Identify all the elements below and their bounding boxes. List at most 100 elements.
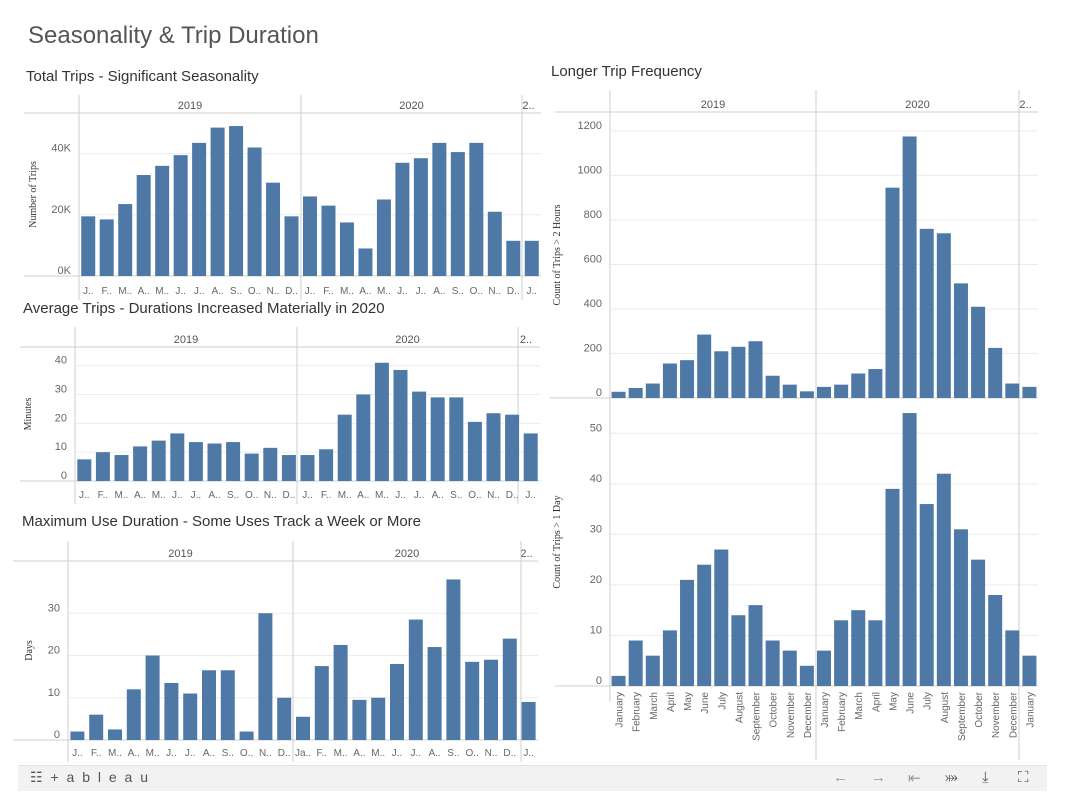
bar[interactable] xyxy=(885,488,900,686)
bar[interactable] xyxy=(145,655,160,741)
bar[interactable] xyxy=(645,383,660,398)
download-icon[interactable]: ⤓ xyxy=(982,769,989,786)
bar[interactable] xyxy=(108,729,122,740)
bar[interactable] xyxy=(408,619,423,740)
fullscreen-icon[interactable]: ⛶ xyxy=(1018,769,1029,786)
bar[interactable] xyxy=(953,283,968,398)
bar[interactable] xyxy=(902,136,917,398)
bar[interactable] xyxy=(358,248,373,276)
bar[interactable] xyxy=(971,559,986,686)
bar[interactable] xyxy=(465,661,480,740)
bar[interactable] xyxy=(486,413,501,481)
tableau-logo[interactable]: ☷ + a b l e a u xyxy=(30,769,150,786)
bar[interactable] xyxy=(393,369,408,481)
bar[interactable] xyxy=(450,152,465,276)
bar[interactable] xyxy=(412,391,427,481)
bar[interactable] xyxy=(714,549,729,686)
bar[interactable] xyxy=(505,414,520,481)
bar[interactable] xyxy=(170,433,185,481)
bar[interactable] xyxy=(126,689,141,740)
bar[interactable] xyxy=(506,240,521,276)
bar[interactable] xyxy=(277,697,292,740)
bar[interactable] xyxy=(207,443,222,481)
bar[interactable] xyxy=(151,440,166,481)
bar[interactable] xyxy=(296,716,310,740)
bar[interactable] xyxy=(70,731,85,740)
bar[interactable] xyxy=(628,387,643,398)
bar[interactable] xyxy=(413,158,428,276)
bar[interactable] xyxy=(81,216,96,276)
bar[interactable] xyxy=(731,346,746,398)
bar[interactable] xyxy=(919,228,934,398)
bar[interactable] xyxy=(611,675,626,686)
bar[interactable] xyxy=(314,666,329,740)
bar[interactable] xyxy=(765,640,780,686)
bar[interactable] xyxy=(662,630,677,686)
bar[interactable] xyxy=(851,373,866,398)
bar[interactable] xyxy=(432,142,447,276)
bar[interactable] xyxy=(319,449,334,481)
bar[interactable] xyxy=(247,147,262,276)
bar[interactable] xyxy=(446,579,461,740)
bar[interactable] xyxy=(988,595,1003,686)
bar[interactable] xyxy=(333,644,348,740)
bar[interactable] xyxy=(817,386,831,398)
bar[interactable] xyxy=(484,659,498,740)
bar[interactable] xyxy=(376,199,391,277)
bar[interactable] xyxy=(173,155,188,276)
bar[interactable] xyxy=(339,222,354,276)
bar[interactable] xyxy=(817,650,831,686)
bar[interactable] xyxy=(136,175,151,276)
bar[interactable] xyxy=(662,363,677,399)
bar[interactable] xyxy=(427,647,442,740)
bar[interactable] xyxy=(834,384,849,398)
bar[interactable] xyxy=(782,650,797,686)
bar[interactable] xyxy=(919,504,934,686)
bar[interactable] xyxy=(202,670,216,740)
bar[interactable] xyxy=(229,126,244,276)
bar[interactable] xyxy=(1005,383,1020,398)
bar[interactable] xyxy=(374,362,389,481)
bar[interactable] xyxy=(258,613,273,740)
bar[interactable] xyxy=(834,620,849,686)
bar[interactable] xyxy=(469,142,484,276)
redo-icon[interactable]: → xyxy=(871,769,886,786)
bar[interactable] xyxy=(89,714,104,740)
revert-icon[interactable]: ⇤ xyxy=(908,770,921,787)
bar[interactable] xyxy=(118,204,133,276)
bar[interactable] xyxy=(714,351,729,398)
bar[interactable] xyxy=(988,347,1003,398)
bar[interactable] xyxy=(799,391,814,398)
bar[interactable] xyxy=(371,697,386,740)
bar[interactable] xyxy=(430,397,445,481)
bar[interactable] xyxy=(281,455,296,481)
bar[interactable] xyxy=(902,413,917,686)
bar[interactable] xyxy=(395,162,410,276)
bar[interactable] xyxy=(467,421,482,481)
bar[interactable] xyxy=(971,306,986,398)
bar[interactable] xyxy=(337,414,352,481)
bar[interactable] xyxy=(521,701,536,740)
bar[interactable] xyxy=(266,182,281,276)
bar[interactable] xyxy=(868,620,883,686)
bar[interactable] xyxy=(99,219,114,276)
bar[interactable] xyxy=(1022,386,1037,398)
bar[interactable] xyxy=(390,663,404,740)
bar[interactable] xyxy=(95,452,110,481)
bar[interactable] xyxy=(263,447,278,481)
bar[interactable] xyxy=(765,375,780,398)
bar[interactable] xyxy=(352,699,367,740)
bar[interactable] xyxy=(303,196,317,276)
bar[interactable] xyxy=(210,127,225,276)
bar[interactable] xyxy=(155,165,170,276)
bar[interactable] xyxy=(321,205,336,276)
bar[interactable] xyxy=(524,240,539,276)
bar[interactable] xyxy=(645,655,660,686)
bar[interactable] xyxy=(183,693,198,740)
bar[interactable] xyxy=(885,187,900,398)
bar[interactable] xyxy=(748,605,763,686)
bar[interactable] xyxy=(133,446,148,481)
bar[interactable] xyxy=(226,442,241,481)
bar[interactable] xyxy=(799,665,814,686)
bar[interactable] xyxy=(1005,630,1020,686)
